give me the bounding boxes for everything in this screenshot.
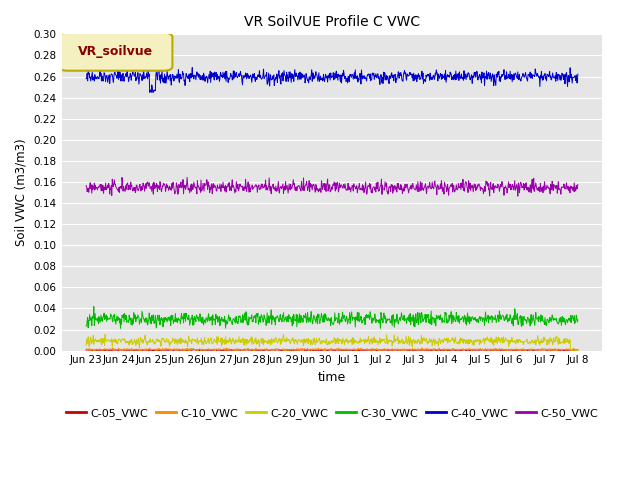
C-10_VWC [83,347,90,352]
C-30_VWC [90,304,98,310]
C-20_VWC [106,338,114,344]
C-05_VWC [349,348,356,353]
C-10_VWC [106,346,113,352]
C-30_VWC [574,317,582,323]
C-50_VWC [83,183,90,189]
Line: C-05_VWC: C-05_VWC [86,349,578,350]
C-50_VWC [574,181,582,187]
C-30_VWC [175,315,182,321]
C-10_VWC [287,347,294,352]
C-30_VWC [558,314,566,320]
Legend: C-05_VWC, C-10_VWC, C-20_VWC, C-30_VWC, C-40_VWC, C-50_VWC: C-05_VWC, C-10_VWC, C-20_VWC, C-30_VWC, … [61,404,603,423]
C-40_VWC [574,72,582,77]
C-40_VWC [550,75,558,81]
C-20_VWC [287,341,294,347]
X-axis label: time: time [318,371,346,384]
C-30_VWC [116,325,124,331]
C-10_VWC [558,347,566,353]
C-20_VWC [372,339,380,345]
C-20_VWC [574,347,582,353]
C-40_VWC [146,89,154,95]
C-40_VWC [558,71,566,76]
FancyBboxPatch shape [59,33,172,71]
C-50_VWC [106,191,113,197]
C-05_VWC [373,348,381,353]
C-50_VWC [514,193,522,199]
C-40_VWC [155,64,163,70]
C-05_VWC [189,346,197,352]
Line: C-30_VWC: C-30_VWC [86,307,578,328]
C-10_VWC [418,345,426,351]
Line: C-20_VWC: C-20_VWC [86,335,578,350]
C-50_VWC [550,183,558,189]
C-05_VWC [287,347,294,353]
C-30_VWC [106,315,114,321]
Line: C-10_VWC: C-10_VWC [86,348,578,350]
C-20_VWC [570,348,578,353]
C-50_VWC [558,184,566,190]
Line: C-50_VWC: C-50_VWC [86,177,578,196]
C-20_VWC [101,332,109,337]
C-05_VWC [83,347,90,353]
C-10_VWC [574,347,582,353]
C-50_VWC [372,180,380,186]
C-40_VWC [83,75,90,81]
C-40_VWC [106,81,113,86]
C-40_VWC [175,67,182,72]
C-50_VWC [173,183,181,189]
Y-axis label: Soil VWC (m3/m3): Soil VWC (m3/m3) [15,139,28,246]
C-30_VWC [83,323,90,329]
C-50_VWC [287,181,294,187]
C-10_VWC [152,348,160,353]
C-10_VWC [174,346,182,352]
C-05_VWC [106,348,113,353]
C-20_VWC [83,342,90,348]
C-05_VWC [173,348,181,353]
Title: VR SoilVUE Profile C VWC: VR SoilVUE Profile C VWC [244,15,420,29]
C-10_VWC [372,346,380,351]
C-05_VWC [550,347,558,352]
C-20_VWC [174,336,182,342]
C-05_VWC [558,347,566,352]
C-40_VWC [373,75,381,81]
C-30_VWC [550,317,558,323]
C-50_VWC [183,174,191,180]
C-20_VWC [550,335,557,341]
Text: VR_soilvue: VR_soilvue [78,45,153,58]
C-30_VWC [373,319,381,324]
C-40_VWC [287,80,295,85]
C-05_VWC [574,347,582,353]
Line: C-40_VWC: C-40_VWC [86,67,578,92]
C-20_VWC [557,340,565,346]
C-30_VWC [287,319,295,324]
C-10_VWC [550,346,558,352]
